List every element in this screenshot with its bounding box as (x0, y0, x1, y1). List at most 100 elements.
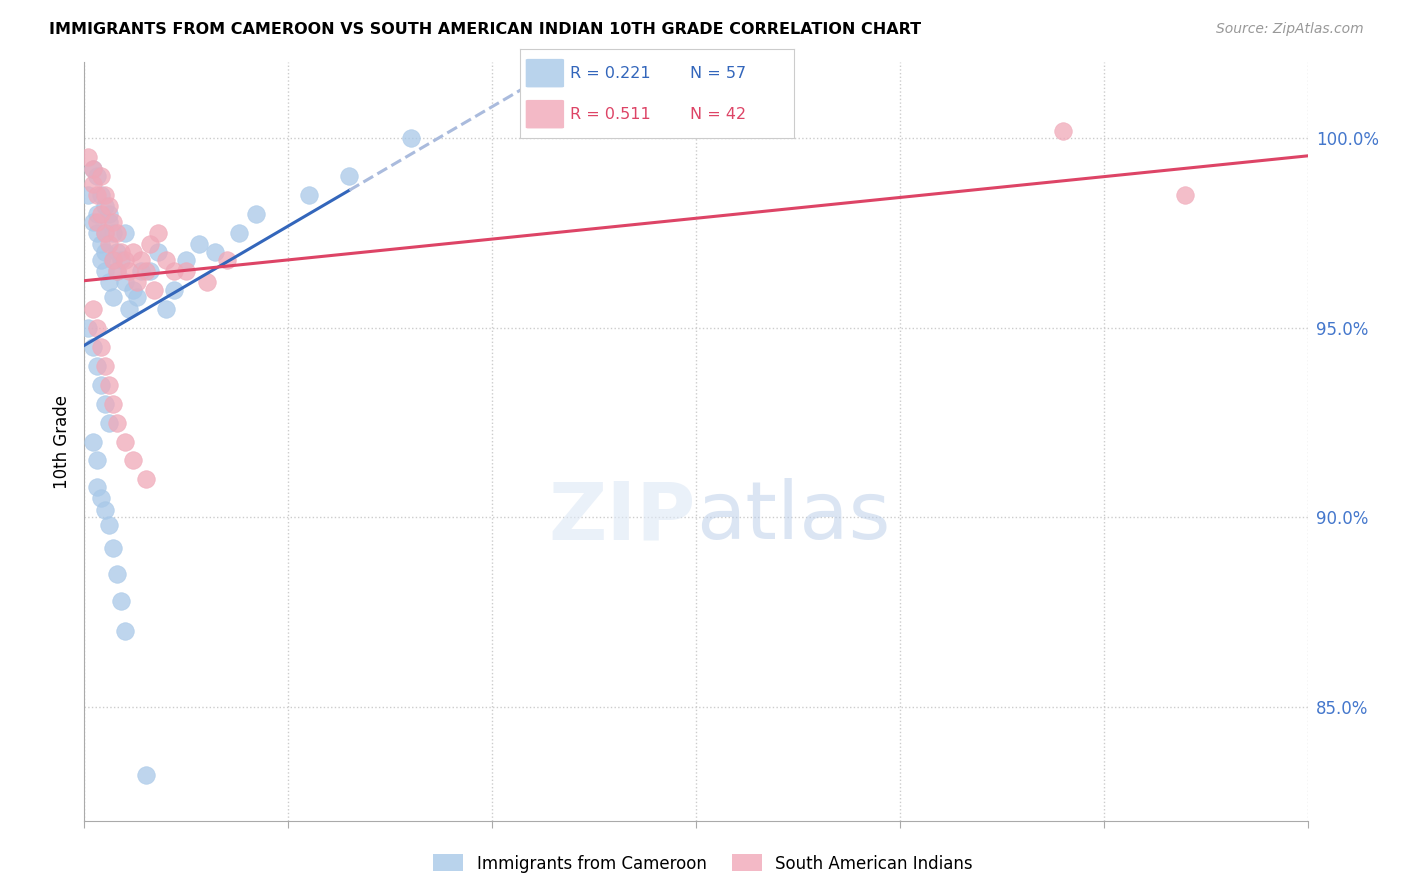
Point (86, 453, 108, 467)
Point (93, 200, 115, 214)
Point (82, 177, 104, 191)
Text: R = 0.221: R = 0.221 (569, 66, 650, 80)
Text: atlas: atlas (696, 478, 890, 557)
Point (90, 252, 112, 267)
Point (114, 434, 136, 449)
Point (93, 359, 115, 373)
Point (90, 491, 112, 506)
Text: ZIP: ZIP (548, 478, 696, 557)
Point (86, 188, 108, 202)
Point (114, 226, 136, 240)
Point (131, 264, 153, 278)
Point (93, 264, 115, 278)
Point (77, 150, 100, 164)
Point (101, 226, 124, 240)
Point (245, 207, 267, 221)
Point (114, 624, 136, 639)
Point (86, 215, 108, 229)
Point (93, 397, 115, 411)
Y-axis label: 10th Grade: 10th Grade (53, 394, 72, 489)
Point (90, 207, 112, 221)
Point (101, 252, 124, 267)
Point (101, 541, 124, 555)
Point (118, 301, 141, 316)
Point (127, 276, 149, 290)
Point (86, 359, 108, 373)
Point (187, 237, 209, 252)
Point (118, 264, 141, 278)
Point (110, 245, 132, 260)
Point (90, 169, 112, 184)
Point (127, 291, 149, 305)
Point (163, 283, 186, 297)
Point (86, 321, 108, 335)
Point (97, 276, 120, 290)
Point (97, 377, 120, 392)
Point (77, 188, 100, 202)
Point (82, 215, 104, 229)
Point (1052, 124, 1074, 138)
Text: IMMIGRANTS FROM CAMEROON VS SOUTH AMERICAN INDIAN 10TH GRADE CORRELATION CHART: IMMIGRANTS FROM CAMEROON VS SOUTH AMERIC… (49, 22, 921, 37)
Point (82, 161, 104, 176)
Point (105, 264, 128, 278)
Point (93, 226, 115, 240)
Point (146, 226, 169, 240)
Point (135, 473, 157, 487)
Point (122, 245, 145, 260)
Point (105, 567, 128, 582)
Point (97, 518, 120, 533)
Point (105, 226, 128, 240)
Point (77, 321, 100, 335)
Point (146, 245, 169, 260)
Point (114, 252, 136, 267)
Point (93, 188, 115, 202)
Point (163, 264, 186, 278)
Point (204, 245, 226, 260)
Point (135, 768, 157, 782)
Point (90, 340, 112, 354)
Point (105, 245, 128, 260)
Point (122, 453, 145, 467)
Point (82, 340, 104, 354)
Point (97, 237, 120, 252)
Point (399, 131, 422, 145)
Text: N = 42: N = 42 (690, 107, 747, 121)
Point (90, 188, 112, 202)
Point (138, 237, 160, 252)
Point (228, 226, 250, 240)
Point (82, 434, 104, 449)
Point (86, 207, 108, 221)
Text: Source: ZipAtlas.com: Source: ZipAtlas.com (1216, 22, 1364, 37)
Point (110, 594, 132, 608)
Point (90, 237, 112, 252)
Point (142, 283, 165, 297)
Point (105, 416, 128, 430)
Point (105, 264, 128, 278)
Point (339, 169, 361, 184)
Point (93, 226, 115, 240)
Point (82, 161, 104, 176)
Point (174, 264, 197, 278)
Point (298, 188, 321, 202)
Point (90, 377, 112, 392)
FancyBboxPatch shape (526, 59, 564, 87)
Point (114, 276, 136, 290)
Point (135, 264, 157, 278)
FancyBboxPatch shape (526, 100, 564, 128)
Point (97, 200, 120, 214)
Point (101, 397, 124, 411)
Point (97, 416, 120, 430)
Point (138, 264, 160, 278)
Point (155, 252, 177, 267)
Point (82, 301, 104, 316)
Point (131, 252, 153, 267)
Point (122, 283, 145, 297)
Point (174, 252, 197, 267)
Point (101, 252, 124, 267)
Point (101, 215, 124, 229)
Point (1174, 188, 1197, 202)
Text: N = 57: N = 57 (690, 66, 747, 80)
Point (86, 226, 108, 240)
Point (195, 276, 218, 290)
Point (155, 301, 177, 316)
